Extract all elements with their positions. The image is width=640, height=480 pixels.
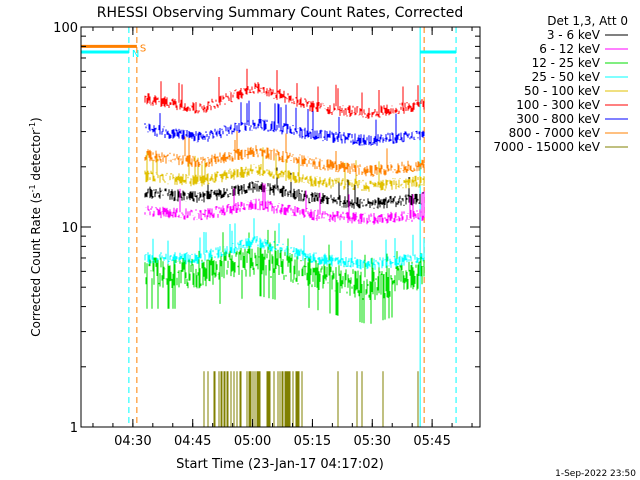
series-12-25-kev-line	[144, 229, 425, 324]
series-25-50-kev-line	[144, 218, 425, 271]
series-3-6-kev-line	[144, 167, 425, 209]
y-axis-label-exp-1: -1	[28, 184, 37, 192]
legend-label: 800 - 7000 keV	[509, 126, 601, 140]
series-trace	[144, 147, 425, 192]
x-tick-label: 04:30	[114, 434, 151, 449]
series-6-12-kev-line	[144, 183, 425, 225]
axes: 04:30 04:45 05:00 05:15 05:30 05:45 1 10 100	[53, 21, 480, 449]
series-trace	[144, 131, 425, 177]
y-axis-label: Corrected Count Rate (s-1 detector-1)	[28, 117, 43, 336]
legend-label: 25 - 50 keV	[532, 70, 601, 84]
legend-label: 12 - 25 keV	[532, 56, 601, 70]
x-tick-label: 04:45	[174, 434, 211, 449]
series-trace	[144, 68, 425, 119]
x-tick-label: 05:30	[354, 434, 391, 449]
series-trace	[144, 100, 425, 146]
legend-label: 6 - 12 keV	[539, 42, 601, 56]
legend-label: 3 - 6 keV	[547, 28, 601, 42]
y-axis-label-end: )	[29, 117, 43, 122]
y-axis-label-main: Corrected Count Rate (s	[29, 192, 43, 336]
x-axis-label: Start Time (23-Jan-17 04:17:02)	[176, 457, 384, 472]
legend-label: 50 - 100 keV	[524, 84, 601, 98]
flag-label: S	[140, 43, 146, 54]
x-tick-label: 05:00	[234, 434, 271, 449]
y-tick-label: 100	[53, 21, 78, 36]
legend-label: 300 - 800 keV	[516, 112, 600, 126]
flag-label: N	[132, 49, 139, 60]
series-trace	[144, 167, 425, 209]
series-trace	[144, 183, 425, 225]
series-trace	[203, 371, 419, 427]
x-tick-label: 05:45	[413, 434, 450, 449]
series-100-300-kev-line	[144, 68, 425, 119]
chart-title: RHESSI Observing Summary Count Rates, Co…	[97, 5, 463, 21]
footer-date: 1-Sep-2022 23:50	[555, 469, 636, 479]
y-axis-label-mid: detector	[29, 130, 43, 185]
legend-label: 100 - 300 keV	[516, 98, 600, 112]
legend-header: Det 1,3, Att 0	[547, 14, 628, 28]
y-tick-label: 1	[70, 421, 78, 436]
legend-label: 7000 - 15000 keV	[493, 140, 600, 154]
series-group	[144, 68, 425, 427]
series-50-100-kev-line	[144, 147, 425, 192]
series-7000-15000-kev-line	[203, 371, 419, 427]
observing-interval-markers	[128, 27, 457, 427]
series-800-7000-kev-line	[144, 131, 425, 177]
observing-flags: SN	[81, 43, 457, 60]
series-trace	[144, 229, 425, 324]
series-300-800-kev-line	[144, 100, 425, 146]
series-trace	[144, 218, 425, 271]
y-tick-label: 10	[61, 221, 78, 236]
x-tick-label: 05:15	[294, 434, 331, 449]
y-axis-label-exp-2: -1	[28, 122, 37, 130]
